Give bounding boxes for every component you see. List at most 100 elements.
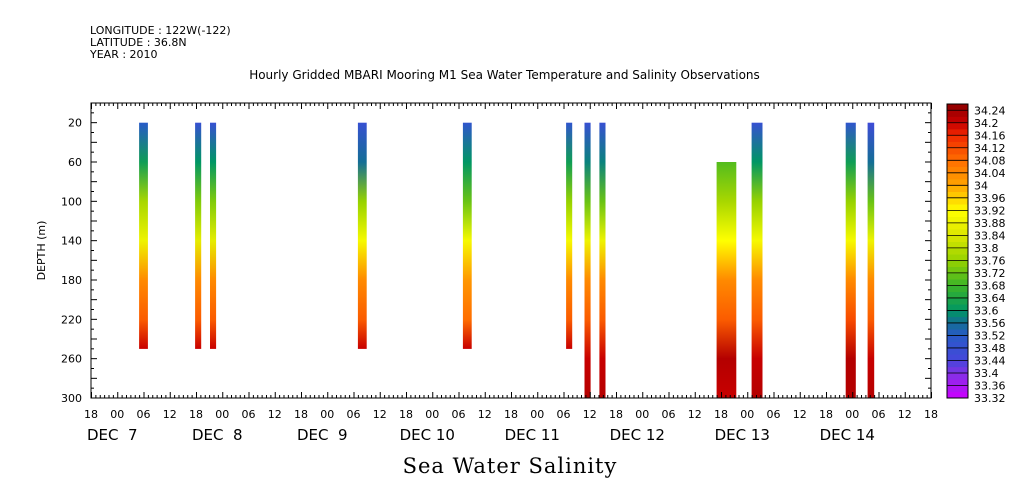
data-column [195, 122, 202, 349]
y-tick-label: 100 [61, 195, 82, 208]
colorbar-swatch [947, 291, 968, 299]
colorbar-swatch [947, 310, 968, 318]
x-tick-label: 06 [137, 408, 151, 421]
colorbar-swatch [947, 116, 968, 124]
y-tick-label: 60 [68, 156, 82, 169]
x-day-label: DEC 13 [715, 426, 770, 444]
colorbar-swatch [947, 372, 968, 380]
longitude-label: LONGITUDE : 122W(-122) [90, 24, 231, 37]
colorbar-swatch [947, 104, 968, 111]
x-day-label: DEC 9 [297, 426, 348, 444]
colorbar-label: 33.56 [974, 317, 1006, 330]
colorbar-label: 34 [974, 179, 988, 192]
colorbar-swatch [947, 179, 968, 186]
x-tick-label: 12 [688, 408, 702, 421]
data-column [462, 122, 472, 349]
x-tick-label: 12 [898, 408, 912, 421]
colorbar-swatch [947, 260, 968, 268]
latitude-label: LATITUDE : 36.8N [90, 36, 187, 49]
x-tick-label: 06 [767, 408, 781, 421]
year-label: YEAR : 2010 [90, 48, 158, 61]
data-column [139, 122, 148, 349]
y-tick-label: 260 [61, 353, 82, 366]
data-column [751, 122, 763, 398]
colorbar-swatch [947, 154, 968, 161]
colorbar-swatch [947, 129, 968, 136]
x-tick-label: 00 [740, 408, 754, 421]
colorbar-swatch [947, 316, 968, 324]
x-day-label: DEC 7 [87, 426, 138, 444]
colorbar-label: 33.72 [974, 267, 1006, 280]
x-tick-label: 00 [110, 408, 124, 421]
data-column [210, 122, 217, 349]
x-tick-label: 06 [872, 408, 886, 421]
data-column [845, 122, 856, 398]
colorbar-swatch [947, 210, 968, 217]
colorbar-label: 33.36 [974, 380, 1006, 393]
x-tick-label: 00 [425, 408, 439, 421]
x-tick-label: 00 [320, 408, 334, 421]
colorbar-label: 33.88 [974, 217, 1006, 230]
colorbar-swatch [947, 241, 968, 249]
y-tick-label: 20 [68, 117, 82, 130]
x-tick-label: 12 [163, 408, 177, 421]
colorbar-label: 34.24 [974, 104, 1006, 117]
x-axis-title: Sea Water Salinity [402, 454, 618, 478]
colorbar-label: 33.48 [974, 342, 1006, 355]
colorbar-swatch [947, 297, 968, 305]
x-tick-label: 18 [504, 408, 518, 421]
x-tick-label: 06 [557, 408, 571, 421]
x-tick-label: 18 [714, 408, 728, 421]
colorbar-label: 33.64 [974, 292, 1006, 305]
colorbar-swatch [947, 235, 968, 243]
x-day-label: DEC 8 [192, 426, 243, 444]
colorbar-label: 34.04 [974, 167, 1006, 180]
data-column [566, 122, 573, 349]
x-day-label: DEC 12 [610, 426, 665, 444]
colorbar-swatch [947, 391, 968, 399]
colorbar-swatch [947, 360, 968, 368]
colorbar-swatch [947, 247, 968, 255]
colorbar-swatch [947, 185, 968, 192]
x-tick-label: 12 [268, 408, 282, 421]
colorbar-swatch [947, 385, 968, 393]
colorbar-swatch [947, 204, 968, 211]
colorbar-label: 33.44 [974, 355, 1006, 368]
x-tick-label: 12 [793, 408, 807, 421]
colorbar-label: 33.76 [974, 254, 1006, 267]
x-tick-label: 18 [399, 408, 413, 421]
plot-frame [90, 102, 932, 399]
colorbar-swatch [947, 322, 968, 330]
colorbar-label: 34.08 [974, 154, 1006, 167]
colorbar-label: 33.4 [974, 367, 999, 380]
x-day-label: DEC 11 [505, 426, 560, 444]
x-tick-label: 18 [924, 408, 938, 421]
x-tick-label: 00 [845, 408, 859, 421]
x-tick-label: 18 [819, 408, 833, 421]
colorbar-swatch [947, 272, 968, 280]
colorbar-swatch [947, 197, 968, 205]
colorbar-swatch [947, 279, 968, 286]
colorbar-swatch [947, 379, 968, 386]
colorbar-swatch [947, 304, 968, 311]
data-column [357, 122, 367, 349]
colorbar-swatch [947, 222, 968, 230]
x-day-label: DEC 14 [820, 426, 875, 444]
colorbar-swatch [947, 285, 968, 293]
data-column [867, 122, 875, 398]
colorbar-label: 33.32 [974, 392, 1006, 405]
x-tick-label: 18 [84, 408, 98, 421]
colorbar-swatch [947, 266, 968, 274]
colorbar-swatch [947, 147, 968, 155]
x-tick-label: 18 [189, 408, 203, 421]
x-tick-label: 06 [452, 408, 466, 421]
colorbar-swatch [947, 135, 968, 142]
x-tick-label: 12 [478, 408, 492, 421]
colorbar-swatch [947, 254, 968, 261]
colorbar-label: 33.8 [974, 242, 999, 255]
x-tick-label: 06 [662, 408, 676, 421]
colorbar-label: 33.68 [974, 279, 1006, 292]
y-tick-label: 300 [61, 392, 82, 405]
y-axis-title: DEPTH (m) [35, 221, 48, 281]
